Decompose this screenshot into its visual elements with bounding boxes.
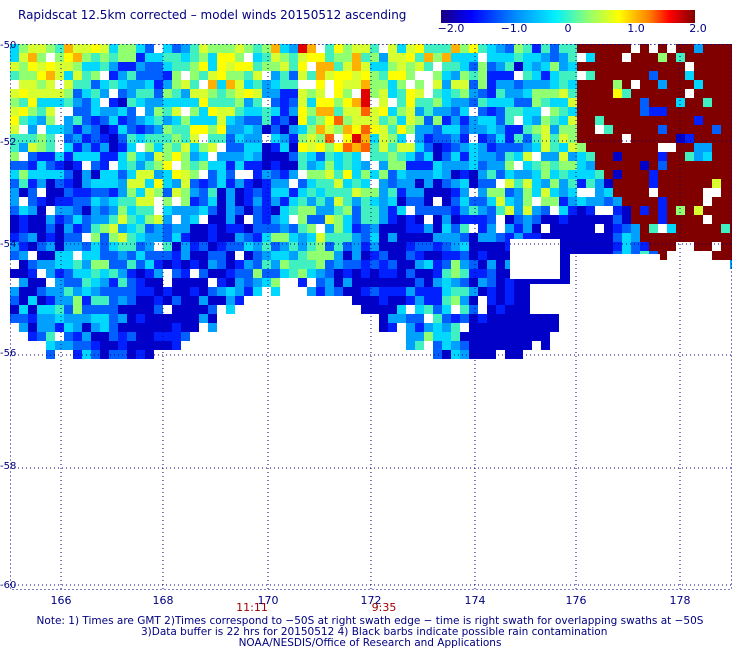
- lon-label: 170: [257, 594, 279, 607]
- swath-time-label: 11:11: [236, 601, 268, 614]
- note-line: Note: 1) Times are GMT 2)Times correspon…: [36, 615, 704, 627]
- lat-label: -54: [0, 239, 17, 250]
- swath-time-label: 9:35: [371, 601, 397, 614]
- colorbar-tick: 0: [564, 22, 572, 35]
- lon-label: 178: [669, 594, 691, 607]
- lat-label: -52: [0, 137, 17, 148]
- colorbar-tick: 2.0: [689, 22, 707, 35]
- colorbar-tick: −1.0: [500, 22, 528, 35]
- lon-label: 176: [565, 594, 587, 607]
- lon-label: 168: [152, 594, 174, 607]
- lat-label: -58: [0, 461, 17, 472]
- lon-label: 174: [464, 594, 486, 607]
- lon-label: 172: [360, 594, 382, 607]
- colorbar-tick: 1.0: [627, 22, 645, 35]
- lat-label: -60: [0, 580, 17, 591]
- note-line: 3)Data buffer is 22 hrs for 20150512 4) …: [141, 626, 608, 638]
- plot-title: Rapidscat 12.5km corrected – model winds…: [18, 8, 407, 22]
- note-line: NOAA/NESDIS/Office of Research and Appli…: [238, 637, 502, 649]
- wind-difference-map: [10, 44, 732, 590]
- lat-label: -50: [0, 40, 17, 51]
- colorbar-tick: −2.0: [437, 22, 465, 35]
- colorbar: [441, 10, 695, 23]
- lat-label: -56: [0, 348, 17, 359]
- lon-label: 166: [50, 594, 72, 607]
